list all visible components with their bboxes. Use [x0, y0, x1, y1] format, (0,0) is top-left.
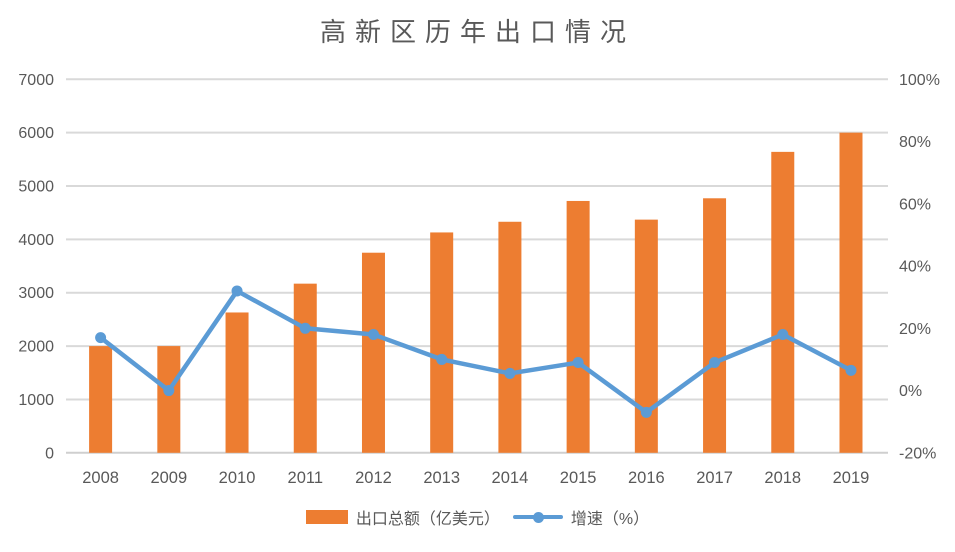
x-axis-label: 2017: [696, 469, 733, 487]
growth-point-2013: [436, 353, 448, 365]
growth-point-2011: [299, 322, 311, 334]
x-axis-label: 2013: [423, 469, 460, 487]
y-right-tick-label: 40%: [899, 259, 931, 276]
bar-2015: [566, 200, 590, 453]
bar-series-swatch-icon: [305, 510, 348, 524]
legend-item-exports: 出口总额（亿美元）: [305, 505, 500, 529]
bar-2016: [634, 219, 658, 453]
growth-point-2016: [640, 406, 652, 418]
bar-2009: [157, 346, 181, 453]
x-axis-label: 2012: [355, 469, 392, 487]
x-axis-label: 2015: [560, 469, 597, 487]
legend-label-exports: 出口总额（亿美元）: [355, 511, 500, 528]
bar-2014: [498, 221, 522, 453]
x-axis-label: 2018: [764, 469, 801, 487]
legend-label-growth: 增速（%）: [570, 511, 650, 528]
y-left-tick-label: 0: [45, 445, 54, 462]
x-axis-label: 2008: [82, 469, 119, 487]
y-right-tick-label: 80%: [899, 134, 931, 151]
growth-point-2014: [504, 367, 516, 379]
bar-2019: [839, 132, 863, 453]
y-left-tick-label: 4000: [18, 232, 54, 249]
y-right-tick-label: 100%: [899, 72, 940, 89]
y-left-tick-label: 1000: [18, 392, 54, 409]
growth-point-2018: [777, 329, 789, 341]
legend-item-growth: 增速（%）: [512, 505, 650, 529]
bar-2018: [771, 151, 795, 453]
y-right-tick-label: 0%: [899, 383, 922, 400]
x-axis-label: 2009: [150, 469, 187, 487]
y-right-tick-label: 60%: [899, 196, 931, 213]
chart-title: 高新区历年出口情况: [319, 18, 635, 48]
y-left-tick-label: 7000: [18, 72, 54, 89]
bar-2010: [225, 312, 249, 453]
x-axis-label: 2011: [288, 469, 323, 487]
growth-point-2010: [231, 285, 243, 297]
y-left-tick-label: 5000: [18, 179, 54, 196]
y-left-tick-label: 2000: [18, 339, 54, 356]
growth-point-2012: [367, 329, 379, 341]
y-right-tick-label: 20%: [899, 321, 931, 338]
line-series-swatch-icon: [512, 511, 563, 523]
bar-2012: [361, 252, 385, 453]
bar-2011: [293, 283, 317, 453]
x-axis-label: 2014: [492, 469, 529, 487]
x-axis-label: 2019: [833, 469, 870, 487]
growth-point-2017: [709, 357, 721, 369]
growth-line: [98, 288, 854, 415]
growth-point-2009: [163, 385, 175, 397]
growth-point-2019: [845, 364, 857, 376]
y-left-tick-label: 3000: [18, 285, 54, 302]
y-left-tick-label: 6000: [18, 125, 54, 142]
x-axis-label: 2016: [628, 469, 665, 487]
bar-2013: [430, 232, 454, 453]
y-right-tick-label: -20%: [899, 445, 936, 462]
line-swatch-marker-icon: [532, 512, 544, 523]
growth-point-2008: [95, 332, 107, 344]
x-axis-label: 2010: [219, 469, 256, 487]
bar-2008: [89, 346, 113, 453]
growth-point-2015: [572, 357, 584, 369]
bar-2017: [703, 198, 727, 453]
chart-legend: 出口总额（亿美元） 增速（%）: [0, 505, 955, 529]
